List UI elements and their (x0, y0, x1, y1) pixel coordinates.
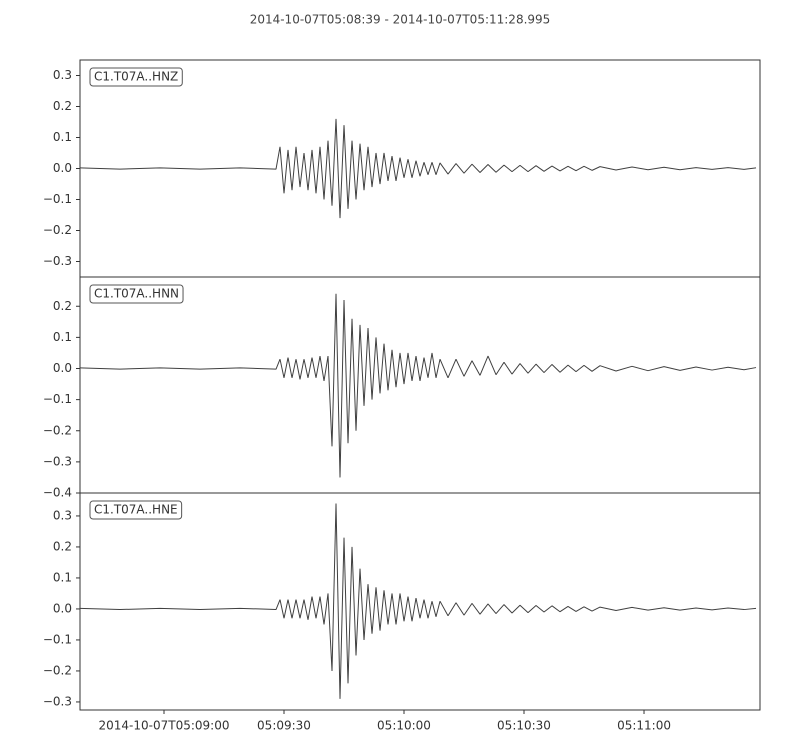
y-tick-label: −0.1 (43, 392, 72, 406)
y-tick-label: −0.4 (43, 486, 72, 500)
y-tick-label: 0.2 (53, 99, 72, 113)
x-tick-label: 05:09:30 (257, 719, 311, 733)
y-tick-label: 0.2 (53, 539, 72, 553)
x-tick-label: 05:10:30 (497, 719, 551, 733)
y-tick-label: 0.0 (53, 601, 72, 615)
y-tick-label: −0.3 (43, 454, 72, 468)
channel-label-box (89, 67, 183, 87)
x-tick-label: 2014-10-07T05:09:00 (99, 719, 230, 733)
channel-label-box (89, 284, 184, 304)
y-tick-label: −0.3 (43, 694, 72, 708)
y-tick-label: −0.2 (43, 223, 72, 237)
channel-label: C1.T07A..HNE (94, 503, 178, 517)
waveform (79, 293, 757, 478)
chart-title: 2014-10-07T05:08:39 - 2014-10-07T05:11:2… (250, 13, 551, 27)
y-tick-label: −0.1 (43, 632, 72, 646)
y-tick-label: 0.3 (53, 68, 72, 82)
channel-label: C1.T07A..HNN (94, 287, 179, 301)
x-tick-label: 05:10:00 (377, 719, 431, 733)
y-tick-label: −0.2 (43, 423, 72, 437)
panel-frame (79, 492, 761, 711)
x-tick-label: 05:11:00 (617, 719, 671, 733)
y-tick-label: 0.1 (53, 330, 72, 344)
waveform (79, 118, 757, 219)
y-tick-label: −0.3 (43, 254, 72, 268)
y-tick-label: 0.1 (53, 130, 72, 144)
y-tick-label: 0.2 (53, 299, 72, 313)
y-tick-label: 0.0 (53, 361, 72, 375)
waveform (79, 503, 757, 699)
channel-label: C1.T07A..HNZ (94, 70, 178, 84)
y-tick-label: 0.3 (53, 508, 72, 522)
y-tick-label: 0.1 (53, 570, 72, 584)
y-tick-label: −0.2 (43, 663, 72, 677)
channel-label-box (89, 500, 183, 520)
y-tick-label: −0.1 (43, 192, 72, 206)
y-tick-label: 0.0 (53, 161, 72, 175)
